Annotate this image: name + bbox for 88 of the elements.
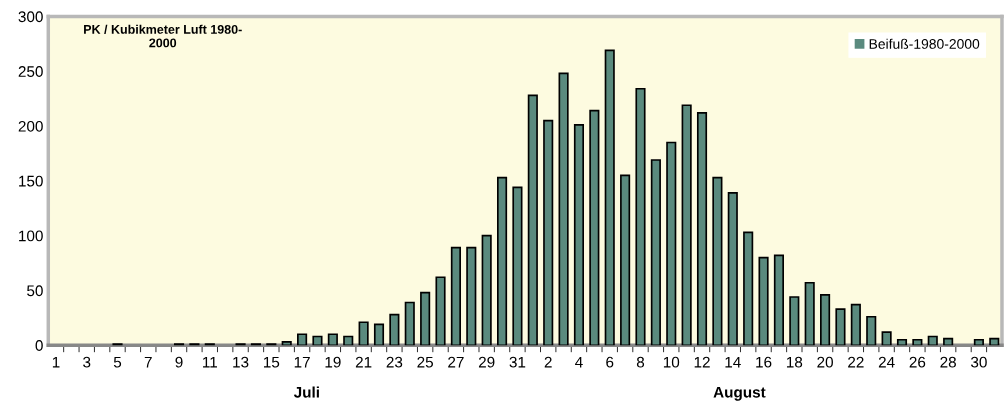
bar [835, 308, 846, 346]
bar [281, 341, 292, 346]
bar [496, 176, 508, 346]
x-tick-label: 29 [478, 356, 495, 368]
x-tick-label: 15 [264, 356, 280, 368]
bar [589, 109, 600, 346]
bar [866, 315, 877, 346]
x-tick-label: 19 [325, 356, 341, 368]
bar [297, 333, 308, 346]
bar [743, 231, 754, 346]
bar [450, 246, 461, 346]
y-tick-label: 200 [18, 120, 43, 132]
x-tick-label: 10 [663, 356, 680, 368]
bar [343, 335, 354, 346]
bar [973, 338, 984, 346]
bar [789, 296, 800, 346]
text: August [713, 386, 766, 401]
x-tick-label: 20 [817, 356, 833, 368]
y-tick-label: 250 [18, 66, 43, 77]
bar [635, 87, 646, 346]
bar [773, 254, 785, 346]
bar [558, 72, 569, 346]
bar [404, 301, 415, 346]
bar [420, 291, 431, 346]
x-tick-label: 13 [233, 356, 249, 368]
x-tick-label: 11 [203, 356, 217, 368]
x-tick-label: 1 [52, 356, 60, 368]
x-tick-label: 30 [970, 356, 987, 368]
bar [850, 303, 861, 346]
y-tick-label: 100 [19, 230, 43, 242]
bar [543, 119, 554, 346]
x-tick-label: 5 [113, 356, 122, 368]
bar [650, 159, 661, 346]
bar [666, 141, 677, 346]
x-tick-label: 27 [448, 356, 464, 368]
x-tick-label: 24 [878, 356, 895, 368]
x-tick-label: 26 [909, 356, 926, 368]
y-tick-label: 300 [18, 11, 43, 23]
x-tick-label: 7 [144, 356, 152, 368]
x-tick-label: 8 [636, 356, 645, 368]
x-tick-label: 18 [786, 356, 803, 368]
bar [620, 174, 631, 346]
x-tick-label: 21 [355, 356, 372, 368]
bar [896, 338, 908, 346]
bar [573, 124, 585, 346]
x-tick-label: 9 [175, 356, 183, 368]
bar [373, 323, 385, 346]
bar [604, 49, 615, 346]
bar [881, 331, 892, 346]
bar [327, 333, 338, 346]
bar [389, 313, 400, 346]
bar [927, 335, 938, 346]
bar [358, 321, 369, 346]
bar [804, 281, 815, 346]
bar [527, 94, 538, 346]
x-tick-label: 12 [694, 356, 710, 368]
x-tick-label: 17 [294, 356, 310, 368]
bar [512, 186, 523, 346]
x-tick-label: 23 [386, 356, 403, 368]
x-tick-label: 14 [725, 356, 741, 368]
y-tick-label: 50 [27, 285, 43, 297]
x-tick-label: 31 [509, 356, 526, 368]
bar [727, 192, 738, 346]
bar [943, 337, 954, 346]
text: Juli [293, 386, 319, 398]
bar [758, 256, 769, 346]
bar [466, 246, 477, 346]
bar [820, 293, 831, 346]
bar [681, 104, 692, 346]
bar [312, 335, 323, 346]
bar [989, 337, 1000, 346]
y-tick-label: 0 [35, 340, 43, 351]
x-tick-label: 3 [83, 356, 91, 368]
y-tick-label: 150 [19, 175, 43, 187]
bar [712, 176, 723, 346]
x-tick-label: 28 [940, 356, 956, 368]
legend-label: Beifuß-1980-2000 [869, 38, 980, 49]
x-tick-label: 6 [606, 356, 614, 368]
bar [912, 338, 923, 346]
x-tick-label: 2 [544, 356, 552, 368]
text: PK / Kubikmeter Luft 1980- 2000 [84, 24, 242, 48]
bar [481, 234, 492, 346]
bar [435, 276, 446, 346]
x-tick-label: 25 [417, 356, 434, 368]
x-tick-label: 16 [756, 356, 772, 368]
bar [696, 112, 708, 346]
x-tick-label: 4 [575, 356, 583, 368]
x-tick-label: 22 [848, 356, 864, 368]
